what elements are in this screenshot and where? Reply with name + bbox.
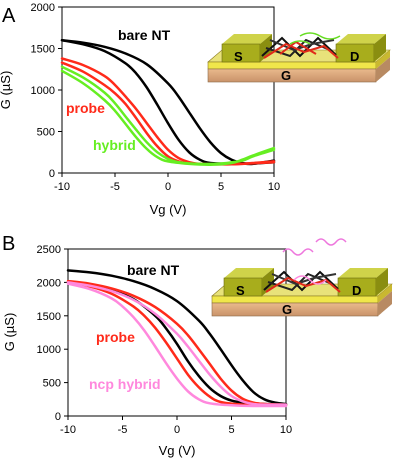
- y-tick-label: 1000: [31, 85, 55, 97]
- nanotube-network: [263, 270, 341, 293]
- x-tick-label: 5: [218, 181, 224, 193]
- substrate-side: [378, 291, 392, 316]
- panel-b-curves: [66, 269, 288, 408]
- x-tick-label: -10: [60, 424, 76, 436]
- y-tick-label: 1000: [37, 344, 61, 356]
- source-top: [224, 268, 274, 278]
- drain-label: D: [350, 49, 359, 64]
- x-tick-label: 5: [228, 424, 234, 436]
- nanotube-network: [261, 32, 341, 59]
- free-dna-strands: [282, 238, 347, 256]
- panel-a-device-inset: S D G: [207, 32, 391, 83]
- series-line-ncp-hybrid: [66, 282, 288, 408]
- series-line-bare-nt: [66, 269, 288, 406]
- y-tick-label: 1500: [31, 44, 55, 56]
- panel-a-label-hybrid: hybrid: [93, 137, 136, 153]
- panel-a: A -10 -5 0 5 10 0 500 1000 1500 2000 G (µS) Vg (V…: [0, 2, 391, 217]
- gate-label: G: [282, 302, 292, 317]
- source-label: S: [236, 283, 245, 298]
- x-tick-label: 10: [268, 181, 280, 193]
- y-tick-label: 2500: [37, 244, 61, 256]
- panel-a-x-axis-label: Vg (V): [150, 202, 187, 217]
- panel-b-y-axis-label: G (µS): [2, 313, 17, 352]
- panel-a-letter: A: [2, 5, 16, 27]
- panel-b-ticks: -10 -5 0 5 10 0 500 1000 1500 2000 2500: [37, 244, 293, 436]
- y-tick-label: 500: [43, 378, 61, 390]
- panel-b: B -10 -5 0 5 10 0 500 1000 1500 2000 2500 G (µS) V…: [2, 233, 393, 458]
- panel-a-y-axis-label: G (µS): [0, 71, 13, 110]
- panel-a-label-bare-nt: bare NT: [118, 27, 171, 43]
- y-tick-label: 2000: [31, 2, 55, 14]
- substrate: [207, 68, 377, 83]
- series-line-probe: [66, 281, 288, 407]
- panel-b-device-inset: S D G: [211, 238, 393, 317]
- drain-label: D: [352, 283, 361, 298]
- x-tick-label: -5: [110, 181, 120, 193]
- panel-b-x-axis-label: Vg (V): [159, 443, 196, 458]
- gate-side: [378, 284, 392, 303]
- x-tick-label: -10: [54, 181, 70, 193]
- drain-side: [376, 268, 388, 296]
- panel-a-curves: [60, 38, 276, 166]
- source-top: [222, 34, 272, 44]
- x-tick-label: 0: [165, 181, 171, 193]
- y-tick-label: 500: [37, 127, 55, 139]
- panel-a-label-probe: probe: [66, 100, 105, 116]
- series-line-probe: [66, 279, 288, 406]
- drain-top: [338, 268, 388, 278]
- panel-b-label-ncp-hybrid: ncp hybrid: [89, 376, 161, 392]
- substrate-side: [376, 57, 390, 82]
- y-tick-label: 0: [55, 411, 61, 423]
- gate-side: [376, 50, 390, 69]
- substrate: [211, 302, 379, 317]
- panel-a-ticks: -10 -5 0 5 10 0 500 1000 1500 2000: [31, 2, 281, 193]
- x-tick-label: -5: [118, 424, 128, 436]
- y-tick-label: 1500: [37, 311, 61, 323]
- panel-b-label-bare-nt: bare NT: [127, 262, 180, 278]
- x-tick-label: 10: [280, 424, 292, 436]
- series-line-hybrid: [60, 69, 276, 166]
- drain-side: [374, 34, 386, 62]
- source-label: S: [234, 49, 243, 64]
- series-line-ncp-hybrid: [66, 281, 288, 406]
- y-tick-label: 0: [49, 168, 55, 180]
- panel-b-label-probe: probe: [96, 329, 135, 345]
- y-tick-label: 2000: [37, 277, 61, 289]
- panel-b-letter: B: [2, 233, 15, 255]
- gate-label: G: [281, 68, 291, 83]
- x-tick-label: 0: [174, 424, 180, 436]
- drain-top: [336, 34, 386, 44]
